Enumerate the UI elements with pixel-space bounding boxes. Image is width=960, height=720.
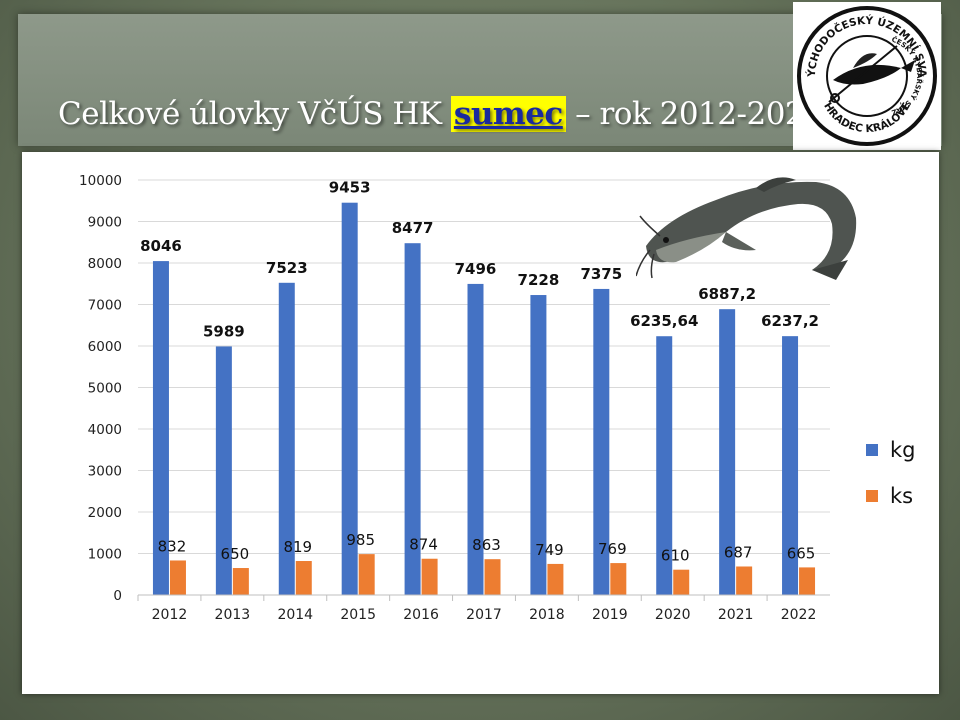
bar-kg: [467, 283, 484, 595]
slide-title: Celkové úlovky VčÚS HK sumec – rok 2012-…: [58, 96, 824, 132]
bar-kg: [656, 336, 673, 595]
y-tick-label: 5000: [88, 381, 122, 397]
bar-ks: [610, 563, 627, 595]
bar-kg: [530, 295, 547, 595]
y-tick-label: 4000: [88, 422, 122, 438]
data-label-kg: 6237,2: [761, 312, 819, 330]
x-tick-label: 2012: [152, 607, 188, 623]
x-tick-label: 2016: [403, 607, 439, 623]
data-label-ks: 832: [158, 537, 187, 555]
y-tick-label: 7000: [88, 298, 122, 314]
data-label-ks: 687: [724, 543, 753, 561]
bar-ks: [421, 558, 438, 595]
legend-swatch-kg: [866, 444, 878, 456]
y-tick-label: 9000: [88, 215, 122, 231]
y-tick-label: 3000: [88, 464, 122, 480]
data-label-ks: 769: [598, 540, 627, 558]
y-tick-label: 8000: [88, 256, 122, 272]
data-label-kg: 7523: [266, 259, 308, 277]
y-tick-label: 1000: [88, 547, 122, 563]
y-tick-label: 2000: [88, 505, 122, 521]
data-label-ks: 665: [787, 544, 816, 562]
title-highlight: sumec: [450, 96, 566, 132]
data-label-kg: 9453: [329, 179, 371, 197]
bar-kg: [152, 261, 169, 595]
bar-kg: [215, 346, 232, 595]
logo-fish-icon: [828, 45, 915, 103]
x-tick-label: 2018: [529, 607, 565, 623]
grid-lines: [138, 179, 830, 554]
data-label-kg: 8477: [392, 219, 434, 237]
data-label-ks: 819: [283, 538, 312, 556]
x-tick-label: 2014: [277, 607, 313, 623]
data-label-ks: 874: [409, 536, 438, 554]
data-label-ks: 985: [346, 531, 375, 549]
chart-panel: 0 1000 2000 3000 4000 5000 6000 7000 8000 9000 100…: [22, 152, 939, 694]
bar-ks: [799, 567, 816, 595]
data-label-kg: 7228: [518, 271, 560, 289]
bar-ks: [547, 563, 564, 595]
data-label-ks: 749: [535, 541, 564, 559]
bar-ks: [232, 568, 249, 595]
data-label-kg: 5989: [203, 322, 245, 340]
x-tick-label: 2015: [340, 607, 376, 623]
bar-kg: [341, 202, 358, 595]
y-tick-label: 6000: [88, 339, 122, 355]
bar-chart: 0 1000 2000 3000 4000 5000 6000 7000 8000 9000 100…: [79, 173, 830, 623]
series-ks: 832 650 819 985 874 863 749 769 610 687 665: [158, 531, 816, 595]
legend-label-kg: kg: [890, 438, 916, 462]
bar-kg: [719, 309, 736, 595]
x-tick-label: 2019: [592, 607, 628, 623]
bar-ks: [169, 560, 186, 595]
union-logo: VÝCHODOČESKÝ ÚZEMNÍ SVAZ HRADEC KRÁLOVÉ …: [789, 0, 941, 150]
title-part-2: – rok 2012-2022: [565, 96, 824, 132]
bar-ks: [736, 566, 753, 595]
bar-ks: [673, 569, 690, 595]
bar-kg: [782, 336, 799, 595]
title-part-1: Celkové úlovky VčÚS HK: [58, 96, 451, 132]
x-axis-ticks: 2012 2013 2014 2015 2016 2017 2018 2019 2020 2021…: [137, 595, 817, 623]
bar-kg: [593, 288, 610, 595]
x-tick-label: 2020: [655, 607, 691, 623]
x-tick-label: 2013: [215, 607, 251, 623]
bar-ks: [484, 559, 501, 595]
data-label-ks: 610: [661, 547, 690, 565]
bar-ks: [358, 554, 375, 595]
x-tick-label: 2017: [466, 607, 502, 623]
legend-label-ks: ks: [890, 484, 914, 508]
bar-kg: [404, 243, 421, 595]
bar-ks: [295, 561, 312, 595]
catfish-illustration: [636, 177, 857, 280]
bar-kg: [278, 282, 295, 595]
data-label-ks: 863: [472, 536, 501, 554]
data-label-kg: 8046: [140, 237, 182, 255]
legend-swatch-ks: [866, 490, 878, 502]
legend-item-ks: ks: [866, 484, 916, 508]
chart-legend: kg ks: [866, 438, 916, 530]
x-tick-label: 2021: [718, 607, 754, 623]
y-axis-ticks: 0 1000 2000 3000 4000 5000 6000 7000 8000 9000 100…: [79, 173, 122, 604]
y-tick-label: 10000: [79, 173, 122, 189]
x-tick-label: 2022: [781, 607, 817, 623]
y-tick-label: 0: [113, 588, 122, 604]
data-label-kg: 7375: [580, 265, 622, 283]
data-label-ks: 650: [221, 545, 250, 563]
legend-item-kg: kg: [866, 438, 916, 462]
data-label-kg: 7496: [455, 260, 497, 278]
data-label-kg: 6235,64: [630, 312, 698, 330]
data-label-kg: 6887,2: [698, 285, 756, 303]
